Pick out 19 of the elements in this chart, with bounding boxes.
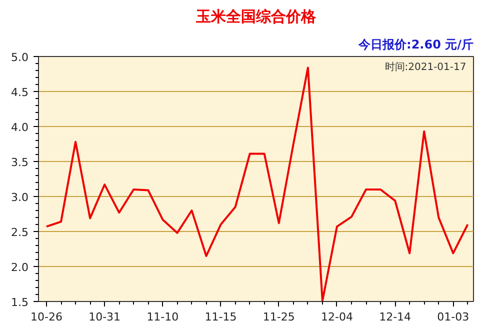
y-tick-label: 2.0: [11, 261, 29, 274]
y-tick-label: 1.5: [11, 296, 29, 309]
y-tick-label: 3.0: [11, 191, 29, 204]
x-tick-label: 10-26: [30, 310, 62, 324]
y-tick-label: 2.5: [11, 226, 29, 239]
chart-title: 玉米全国综合价格: [195, 8, 317, 26]
x-tick-label: 11-10: [146, 310, 179, 324]
annotation: 时间:2021-01-17: [384, 61, 466, 74]
x-tick-label: 10-31: [88, 310, 121, 324]
y-tick-label: 4.5: [11, 86, 29, 99]
x-tick-label: 12-04: [320, 310, 353, 324]
y-tick-label: 3.5: [11, 156, 29, 169]
x-tick-label: 11-25: [262, 310, 295, 324]
y-tick-label: 4.0: [11, 121, 29, 134]
x-tick-label: 01-03: [437, 310, 470, 324]
y-tick-label: 5.0: [11, 51, 29, 64]
chart-subtitle: 今日报价:2.60 元/斤: [358, 38, 474, 52]
x-tick-label: 12-14: [379, 310, 412, 324]
x-tick-label: 11-15: [204, 310, 237, 324]
